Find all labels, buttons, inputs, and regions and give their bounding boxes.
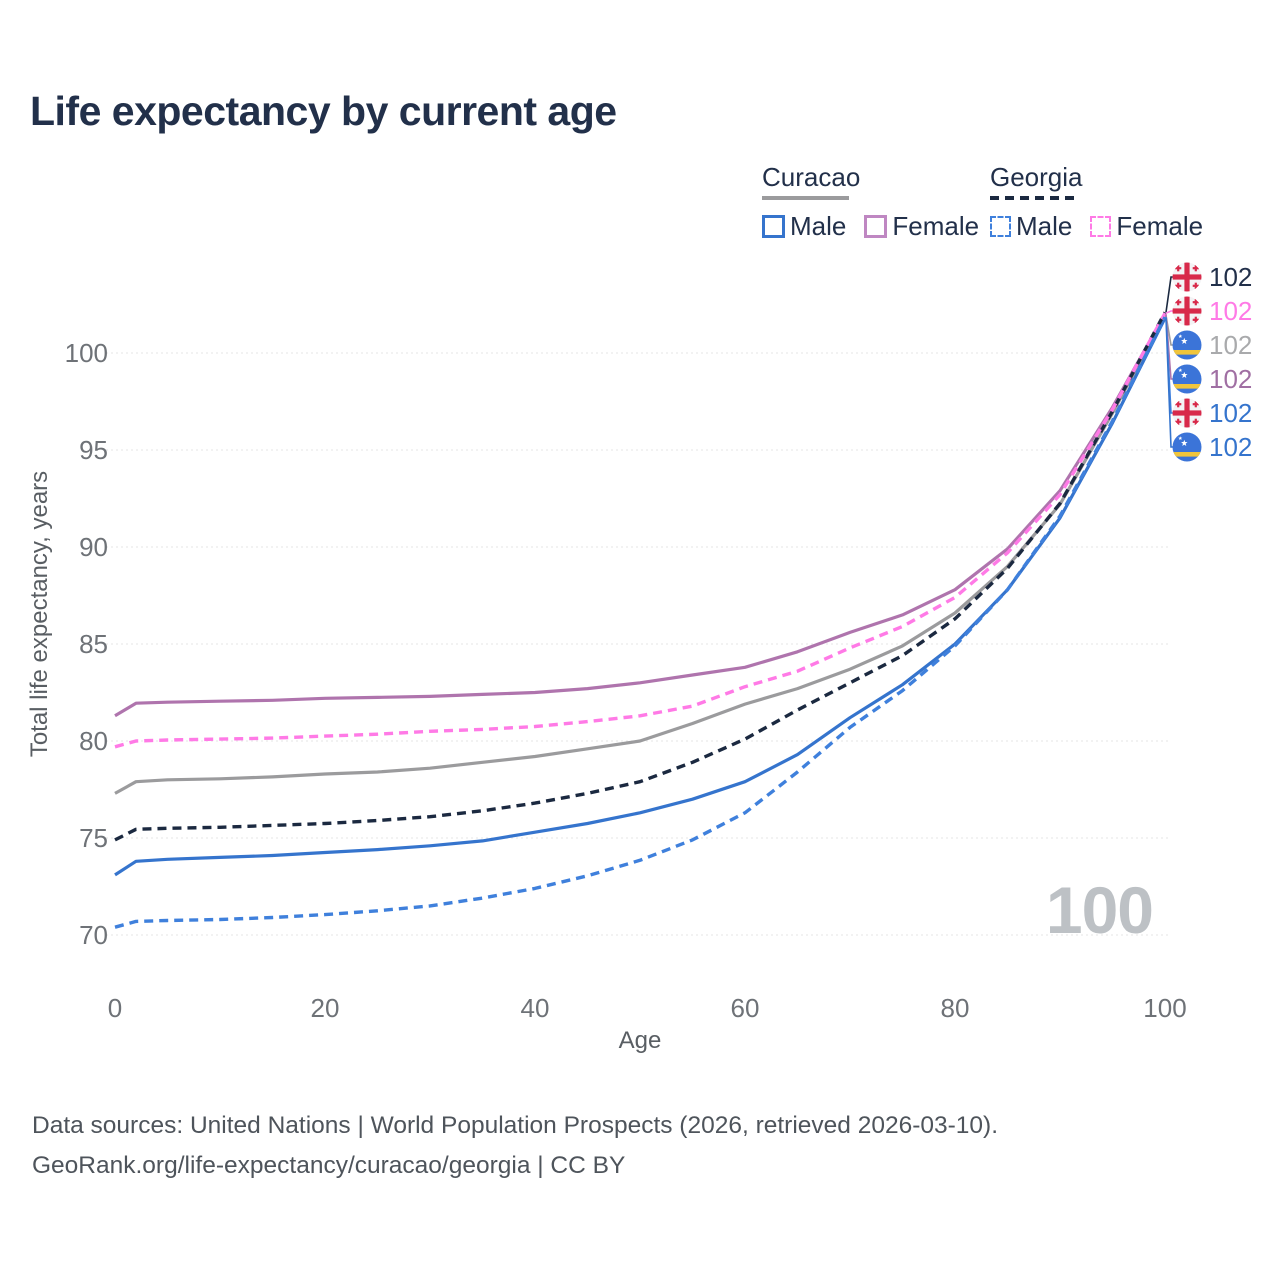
georgia-flag-icon <box>1172 262 1202 292</box>
legend-item-curacao-male[interactable]: Male <box>762 211 846 242</box>
legend-linestyle-sample-solid <box>762 196 849 200</box>
attribution-text: GeoRank.org/life-expectancy/curacao/geor… <box>32 1152 626 1180</box>
page-title: Life expectancy by current age <box>30 88 617 134</box>
curacao-flag-icon <box>1172 364 1202 394</box>
footer: Data sources: United Nations | World Pop… <box>32 1106 1232 1186</box>
legend-linestyle-sample-dashed <box>990 196 1078 200</box>
end-label-row: 102 <box>1172 431 1252 463</box>
georgia-flag-icon <box>1172 398 1202 428</box>
end-label-value: 102 <box>1209 431 1253 462</box>
y-tick-label: 95 <box>79 435 108 465</box>
legend-country-curacao[interactable]: Curacao <box>762 162 979 200</box>
legend-country-label: Curacao <box>762 162 861 192</box>
end-label-row: 102 <box>1172 329 1252 361</box>
end-label-value: 102 <box>1209 363 1253 394</box>
legend-item-curacao-female[interactable]: Female <box>864 211 979 242</box>
y-axis-title: Total life expectancy, years <box>26 470 53 758</box>
end-label-row: 102 <box>1172 397 1252 429</box>
y-tick-label: 90 <box>79 532 108 562</box>
end-label-value: 102 <box>1209 295 1253 326</box>
end-label-value: 102 <box>1209 329 1253 360</box>
data-source-text: Data sources: United Nations | World Pop… <box>32 1112 999 1139</box>
legend-country-georgia[interactable]: Georgia <box>990 162 1203 200</box>
georgia-flag-icon <box>1172 296 1202 326</box>
y-tick-label: 100 <box>64 338 108 368</box>
end-label-row: 102 <box>1172 363 1252 395</box>
end-label-value: 102 <box>1209 261 1253 292</box>
y-tick-label: 80 <box>79 726 108 756</box>
x-tick-label: 80 <box>940 993 970 1023</box>
end-label-row: 102 <box>1172 295 1252 327</box>
curacao-flag-icon <box>1172 330 1202 360</box>
y-tick-label: 70 <box>79 920 108 950</box>
legend-group-curacao: Curacao Male Female <box>762 162 979 242</box>
legend-item-georgia-male[interactable]: Male <box>990 211 1072 242</box>
y-tick-label: 85 <box>79 629 108 659</box>
georgia-female-swatch-icon <box>1090 216 1112 237</box>
legend-group-georgia: Georgia Male Female <box>990 162 1203 242</box>
legend-item-label: Female <box>892 211 980 241</box>
x-tick-label: 0 <box>107 993 123 1023</box>
y-tick-label: 75 <box>79 823 108 853</box>
curacao-female-swatch-icon <box>864 215 888 238</box>
age-counter-watermark: 100 <box>1045 873 1154 947</box>
legend-item-label: Female <box>1116 211 1204 241</box>
x-tick-label: 60 <box>730 993 760 1023</box>
x-axis-title: Age <box>618 1027 662 1054</box>
legend-item-label: Male <box>1016 211 1073 241</box>
georgia-male-swatch-icon <box>990 216 1011 237</box>
end-label-row: 102 <box>1172 261 1252 293</box>
legend-item-label: Male <box>790 211 847 241</box>
end-label-value: 102 <box>1209 397 1253 428</box>
legend-country-label: Georgia <box>990 162 1083 192</box>
curacao-male-swatch-icon <box>762 215 785 238</box>
x-tick-label: 20 <box>310 993 340 1023</box>
legend-item-georgia-female[interactable]: Female <box>1090 211 1203 242</box>
x-tick-label: 40 <box>520 993 550 1023</box>
curacao-flag-icon <box>1172 432 1202 462</box>
x-tick-label: 100 <box>1143 993 1187 1023</box>
